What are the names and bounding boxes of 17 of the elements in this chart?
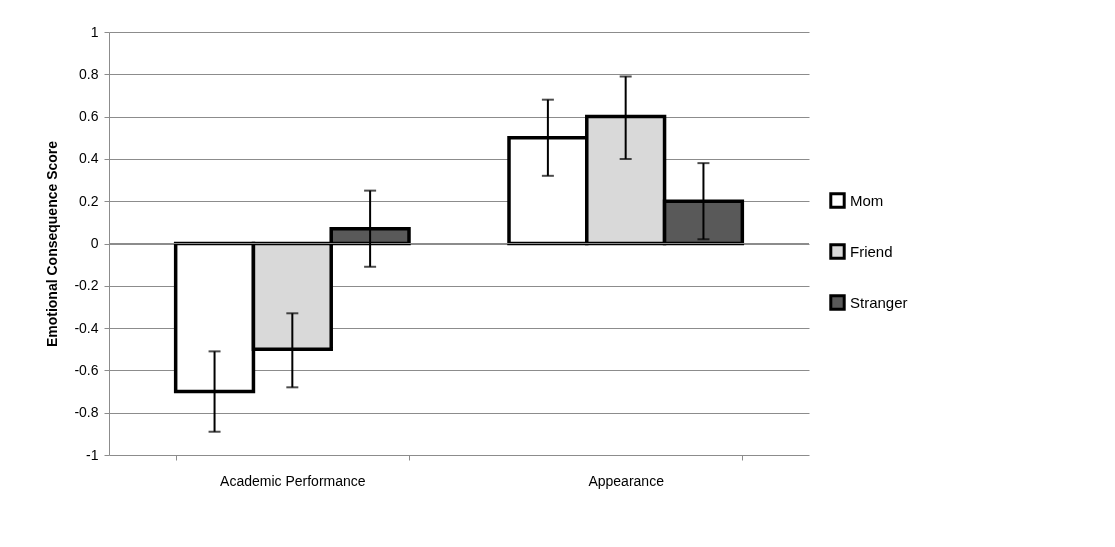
y-tick-label: 0.6 xyxy=(79,108,99,125)
y-tick-label: -0.6 xyxy=(74,361,99,378)
legend-label: Friend xyxy=(850,242,893,260)
y-tick-label: 1 xyxy=(90,23,99,40)
y-tick-label: -0.2 xyxy=(74,277,99,294)
y-tick-label: 0.8 xyxy=(79,65,99,82)
y-tick-label: -1 xyxy=(86,446,99,463)
y-tick-label: 0.4 xyxy=(79,150,99,167)
legend-label: Mom xyxy=(850,191,884,209)
x-tick-label: Appearance xyxy=(588,472,665,489)
y-tick-label: 0 xyxy=(90,235,99,251)
y-tick-label: 0.2 xyxy=(79,192,99,209)
x-tick-label: Academic Performance xyxy=(220,472,366,489)
legend-label: Stranger xyxy=(850,293,908,311)
y-tick-label: -0.8 xyxy=(74,404,99,421)
y-axis-title: Emotional Consequence Score xyxy=(44,140,61,348)
y-tick-label: -0.4 xyxy=(74,319,99,336)
